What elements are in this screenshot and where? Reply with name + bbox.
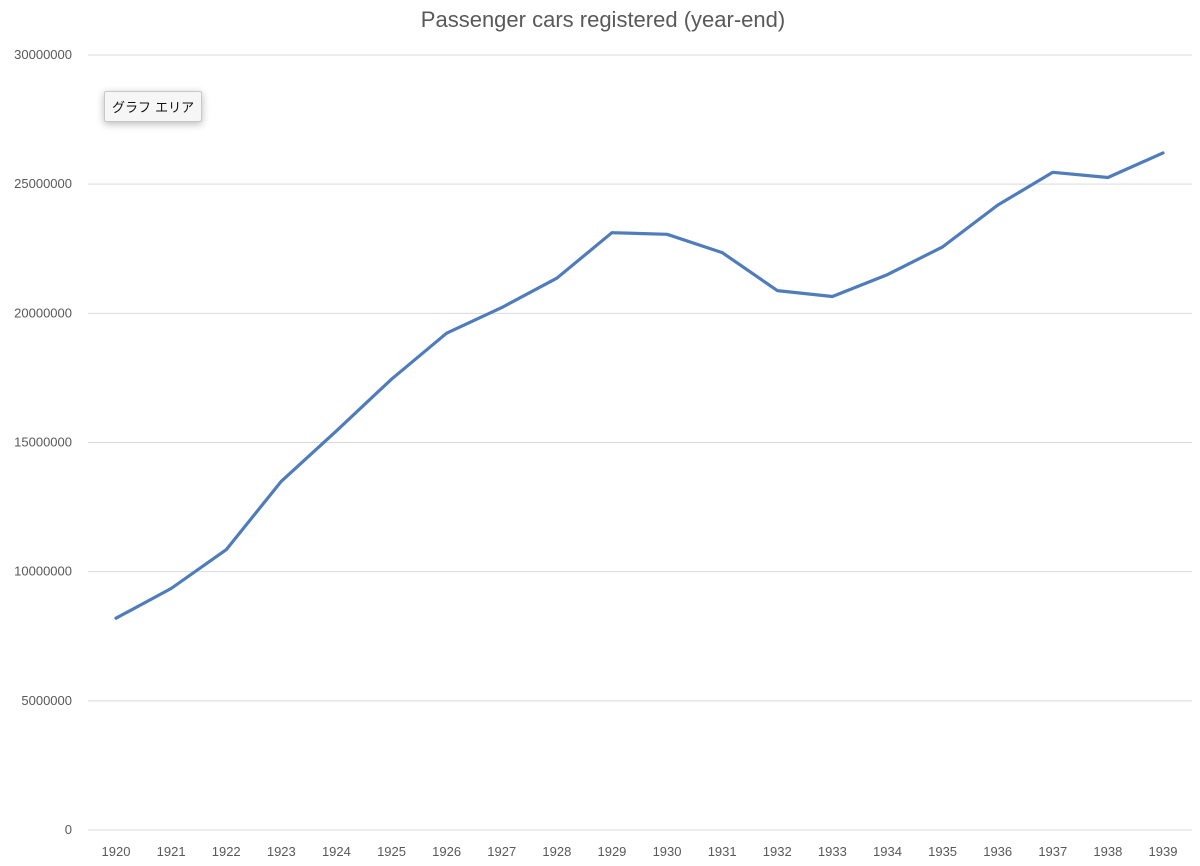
y-tick-label: 10000000 <box>14 564 72 579</box>
x-tick-label: 1923 <box>267 844 296 859</box>
y-tick-label: 30000000 <box>14 47 72 62</box>
x-tick-label: 1939 <box>1149 844 1178 859</box>
x-tick-label: 1929 <box>597 844 626 859</box>
y-tick-label: 5000000 <box>21 693 72 708</box>
x-tick-label: 1921 <box>157 844 186 859</box>
y-tick-label: 25000000 <box>14 176 72 191</box>
y-tick-label: 15000000 <box>14 435 72 450</box>
series-layer <box>114 151 1165 620</box>
x-axis-labels: 1920 1921 1922 1923 1924 1925 1926 1927 1928 1929… <box>102 844 1178 859</box>
x-tick-label: 1938 <box>1093 844 1122 859</box>
x-tick-label: 1927 <box>487 844 516 859</box>
x-tick-label: 1937 <box>1038 844 1067 859</box>
y-tick-label: 0 <box>65 822 72 837</box>
series-line[interactable] <box>114 151 1165 620</box>
x-tick-label: 1924 <box>322 844 351 859</box>
x-tick-label: 1933 <box>818 844 847 859</box>
chart-area-tooltip: グラフ エリア <box>104 91 203 122</box>
x-tick-label: 1931 <box>708 844 737 859</box>
gridlines <box>88 54 1192 831</box>
x-tick-label: 1935 <box>928 844 957 859</box>
x-tick-label: 1920 <box>102 844 131 859</box>
x-tick-label: 1934 <box>873 844 902 859</box>
y-tick-label: 20000000 <box>14 305 72 320</box>
x-tick-label: 1928 <box>542 844 571 859</box>
x-tick-label: 1932 <box>763 844 792 859</box>
y-axis-labels: 0 5000000 10000000 15000000 20000000 25000000… <box>14 47 72 837</box>
x-tick-label: 1930 <box>653 844 682 859</box>
x-tick-label: 1926 <box>432 844 461 859</box>
x-tick-label: 1922 <box>212 844 241 859</box>
x-tick-label: 1925 <box>377 844 406 859</box>
x-tick-label: 1936 <box>983 844 1012 859</box>
chart-title: Passenger cars registered (year-end) <box>421 7 785 32</box>
